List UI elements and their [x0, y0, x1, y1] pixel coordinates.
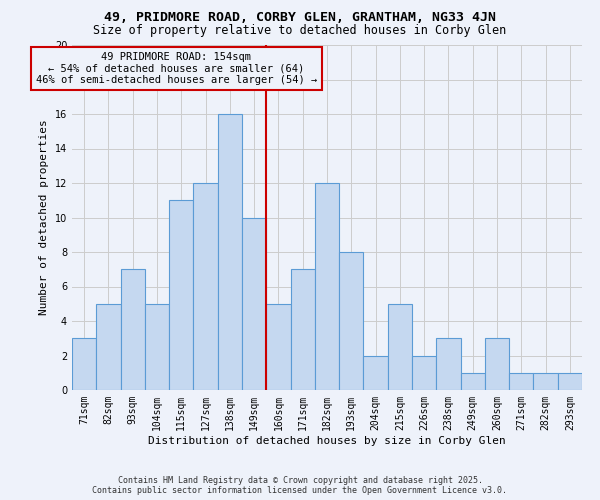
Bar [388, 304, 412, 390]
Bar [315, 183, 339, 390]
Bar [485, 338, 509, 390]
Bar [242, 218, 266, 390]
Bar [121, 269, 145, 390]
Text: 49 PRIDMORE ROAD: 154sqm
← 54% of detached houses are smaller (64)
46% of semi-d: 49 PRIDMORE ROAD: 154sqm ← 54% of detach… [36, 52, 317, 85]
Bar [96, 304, 121, 390]
Bar [461, 373, 485, 390]
Bar [193, 183, 218, 390]
Bar [412, 356, 436, 390]
Y-axis label: Number of detached properties: Number of detached properties [39, 120, 49, 316]
Bar [558, 373, 582, 390]
Bar [436, 338, 461, 390]
Bar [72, 338, 96, 390]
Text: Size of property relative to detached houses in Corby Glen: Size of property relative to detached ho… [94, 24, 506, 37]
Bar [218, 114, 242, 390]
Bar [290, 269, 315, 390]
X-axis label: Distribution of detached houses by size in Corby Glen: Distribution of detached houses by size … [148, 436, 506, 446]
Bar [266, 304, 290, 390]
Bar [509, 373, 533, 390]
Text: 49, PRIDMORE ROAD, CORBY GLEN, GRANTHAM, NG33 4JN: 49, PRIDMORE ROAD, CORBY GLEN, GRANTHAM,… [104, 11, 496, 24]
Bar [364, 356, 388, 390]
Bar [533, 373, 558, 390]
Bar [145, 304, 169, 390]
Text: Contains HM Land Registry data © Crown copyright and database right 2025.
Contai: Contains HM Land Registry data © Crown c… [92, 476, 508, 495]
Bar [169, 200, 193, 390]
Bar [339, 252, 364, 390]
